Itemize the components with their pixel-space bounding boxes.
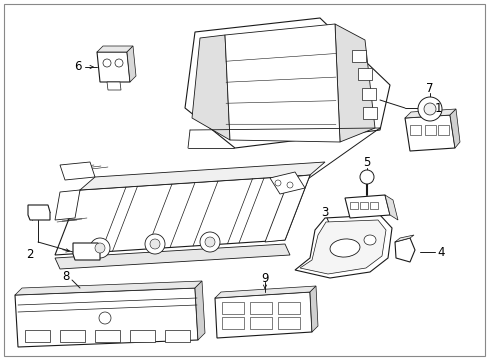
Polygon shape bbox=[55, 175, 309, 255]
Polygon shape bbox=[269, 172, 305, 194]
Ellipse shape bbox=[363, 235, 375, 245]
Circle shape bbox=[274, 180, 281, 186]
Circle shape bbox=[200, 232, 220, 252]
Polygon shape bbox=[224, 24, 339, 142]
Text: 3: 3 bbox=[321, 207, 328, 220]
Circle shape bbox=[95, 243, 105, 253]
Text: 2: 2 bbox=[26, 248, 34, 261]
Polygon shape bbox=[384, 195, 397, 220]
Polygon shape bbox=[55, 190, 80, 220]
Circle shape bbox=[417, 97, 441, 121]
Bar bbox=[60, 330, 85, 342]
Polygon shape bbox=[264, 175, 309, 242]
Bar bbox=[437, 125, 448, 135]
Bar bbox=[130, 330, 155, 342]
Polygon shape bbox=[28, 205, 50, 220]
Polygon shape bbox=[449, 109, 459, 148]
Bar bbox=[249, 302, 271, 314]
Text: 5: 5 bbox=[363, 157, 370, 170]
Polygon shape bbox=[345, 195, 389, 218]
Text: 6: 6 bbox=[74, 60, 81, 73]
Polygon shape bbox=[97, 46, 133, 52]
Text: 1: 1 bbox=[433, 102, 441, 114]
Circle shape bbox=[145, 234, 164, 254]
Circle shape bbox=[115, 59, 123, 67]
Polygon shape bbox=[404, 109, 455, 118]
Polygon shape bbox=[107, 82, 121, 90]
Polygon shape bbox=[299, 220, 385, 274]
Text: 7: 7 bbox=[426, 81, 433, 94]
Bar bbox=[222, 302, 244, 314]
Circle shape bbox=[204, 237, 215, 247]
Polygon shape bbox=[80, 162, 325, 190]
Circle shape bbox=[150, 239, 160, 249]
Polygon shape bbox=[97, 52, 130, 82]
Bar bbox=[25, 330, 50, 342]
Polygon shape bbox=[215, 292, 311, 338]
Polygon shape bbox=[334, 24, 374, 142]
Polygon shape bbox=[60, 162, 95, 180]
Bar bbox=[369, 202, 377, 209]
Circle shape bbox=[90, 238, 110, 258]
Bar bbox=[349, 202, 357, 209]
Polygon shape bbox=[215, 286, 315, 298]
Text: 9: 9 bbox=[261, 271, 268, 284]
Circle shape bbox=[423, 103, 435, 115]
Bar bbox=[409, 125, 420, 135]
Polygon shape bbox=[294, 215, 391, 278]
Circle shape bbox=[359, 170, 373, 184]
Bar bbox=[424, 125, 435, 135]
Bar bbox=[278, 317, 299, 329]
Bar bbox=[249, 317, 271, 329]
Polygon shape bbox=[309, 286, 317, 332]
Polygon shape bbox=[73, 243, 100, 260]
Polygon shape bbox=[127, 46, 136, 82]
Polygon shape bbox=[15, 281, 202, 295]
Bar bbox=[164, 330, 190, 342]
Circle shape bbox=[99, 312, 111, 324]
Polygon shape bbox=[394, 235, 413, 242]
Bar bbox=[361, 88, 375, 100]
Text: 8: 8 bbox=[62, 270, 70, 283]
Bar bbox=[95, 330, 120, 342]
Polygon shape bbox=[394, 238, 414, 262]
Ellipse shape bbox=[329, 239, 359, 257]
Bar bbox=[222, 317, 244, 329]
Polygon shape bbox=[15, 288, 198, 347]
Bar bbox=[359, 202, 367, 209]
Polygon shape bbox=[195, 281, 204, 340]
Circle shape bbox=[286, 182, 292, 188]
Polygon shape bbox=[184, 18, 389, 148]
Polygon shape bbox=[192, 35, 229, 140]
Bar bbox=[362, 107, 376, 119]
Circle shape bbox=[103, 59, 111, 67]
Bar bbox=[357, 68, 371, 80]
Bar bbox=[351, 50, 365, 62]
Polygon shape bbox=[55, 244, 289, 269]
Bar bbox=[278, 302, 299, 314]
Text: 4: 4 bbox=[436, 246, 444, 258]
Polygon shape bbox=[404, 115, 454, 151]
